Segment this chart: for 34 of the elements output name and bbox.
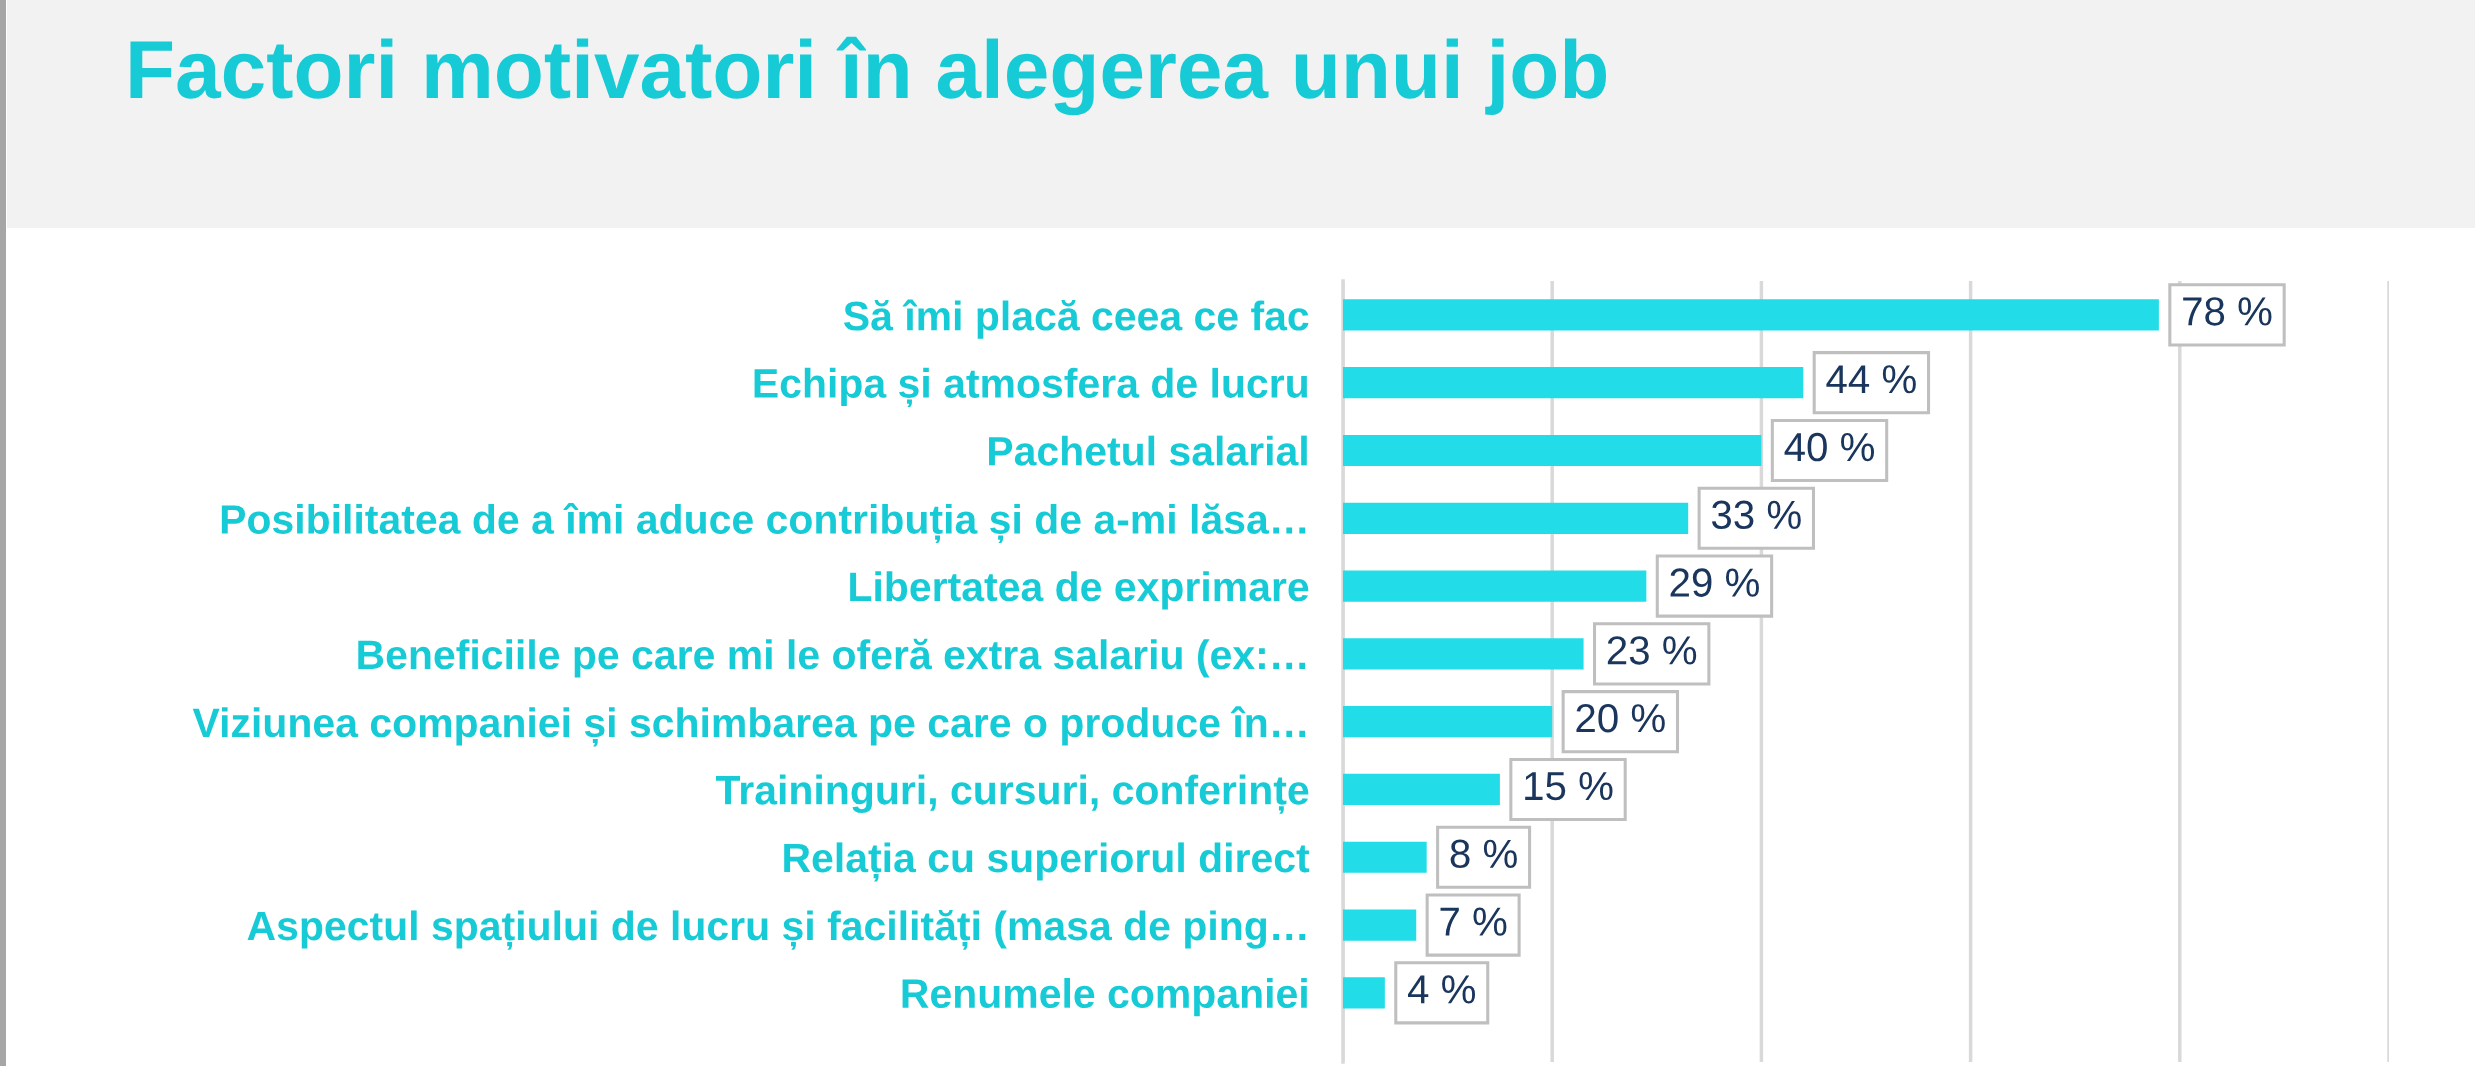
- y-tick-label: Pachetul salarial: [989, 435, 1307, 466]
- data-label: 44 %: [1826, 365, 1916, 394]
- bar: [1343, 570, 1647, 602]
- y-tick-label: Traininguri, cursuri, conferințe: [715, 774, 1309, 814]
- data-label: 40 %: [1784, 432, 1874, 462]
- data-label: 4 %: [1407, 975, 1476, 1004]
- data-label: 7 %: [1440, 907, 1507, 936]
- data-label: 29 %: [1670, 568, 1759, 597]
- data-label: 33 %: [1711, 500, 1801, 530]
- y-tick-label: Posibilitatea de a îmi aduce contribuția și de a-mi lăsa…: [221, 502, 1306, 544]
- chart-title: Factori motivatori în alegerea unui job: [130, 36, 1606, 116]
- data-label: 78 %: [2183, 297, 2272, 326]
- y-tick-label: Relația cu superiorul direct: [784, 842, 1310, 882]
- bar: [1343, 502, 1689, 534]
- data-label: 23 %: [1607, 636, 1697, 665]
- bar: [1343, 638, 1584, 670]
- data-label: 20 %: [1576, 703, 1665, 733]
- bar: [1343, 434, 1762, 467]
- bar: [1343, 841, 1427, 873]
- y-tick-label: Beneficiile pe care mi le oferă extra salariu (ex:…: [358, 638, 1306, 678]
- data-label: 8 %: [1450, 839, 1517, 869]
- bar: [1343, 299, 2159, 331]
- bar: [1343, 977, 1385, 1009]
- y-tick-label: Aspectul spațiului de lucru și facilități (masa de ping…: [247, 909, 1306, 950]
- data-label: 15 %: [1525, 771, 1613, 801]
- y-tick-label: Să îmi placă ceea ce fac: [843, 299, 1309, 339]
- bar: [1343, 367, 1804, 399]
- bar: [1343, 773, 1500, 806]
- y-tick-label: Renumele companiei: [902, 978, 1307, 1017]
- y-tick-label: Libertatea de exprimare: [850, 571, 1309, 610]
- bar: [1343, 909, 1417, 941]
- y-tick-label: Echipa și atmosfera de lucru: [754, 367, 1308, 408]
- y-tick-label: Viziunea companiei și schimbarea pe care o produce în…: [192, 706, 1306, 747]
- bar: [1343, 706, 1553, 738]
